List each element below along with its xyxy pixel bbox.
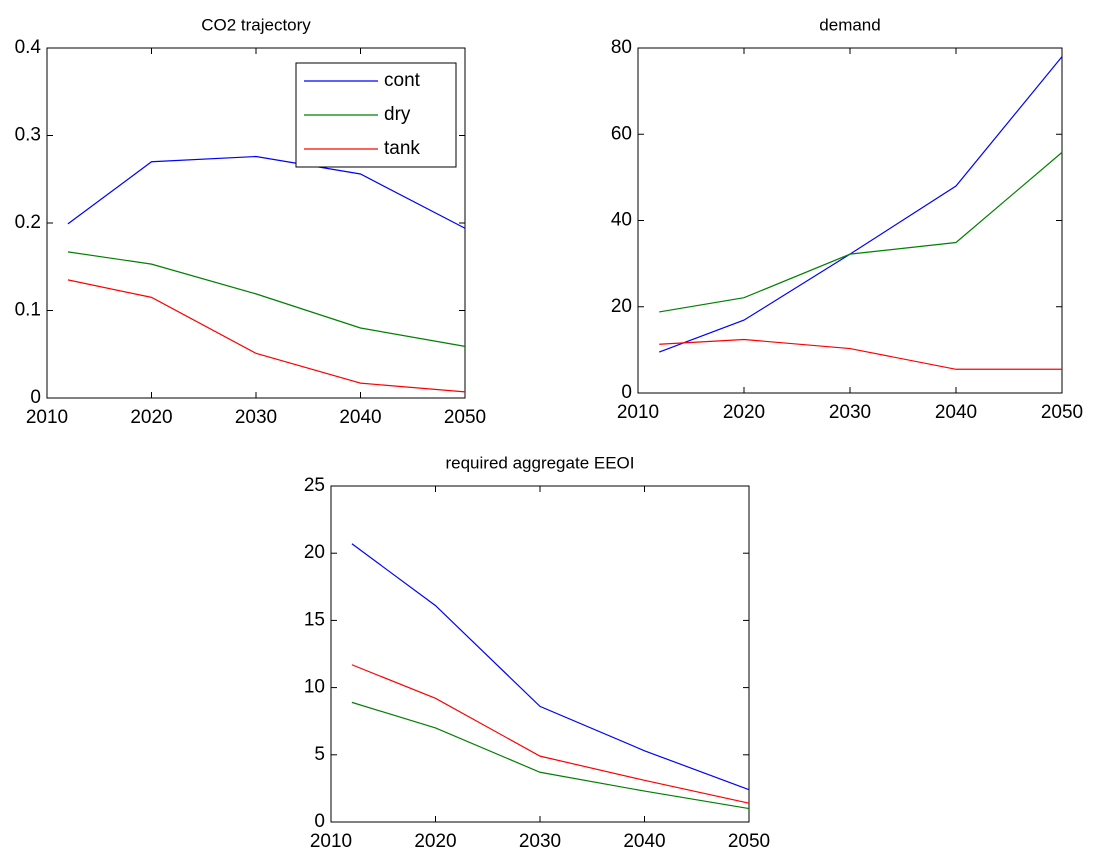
x-tick-label: 2010 xyxy=(617,402,659,423)
axes-box xyxy=(330,485,750,823)
chart-title: demand xyxy=(819,15,880,34)
x-tick-label: 2020 xyxy=(723,402,765,423)
y-tick-label: 0 xyxy=(30,387,41,408)
x-tick-label: 2030 xyxy=(235,407,277,428)
y-tick-label: 80 xyxy=(611,37,632,58)
y-tick-label: 10 xyxy=(304,677,325,698)
y-tick-label: 0.3 xyxy=(15,125,41,146)
x-tick-label: 2010 xyxy=(310,831,352,852)
axes-box xyxy=(637,47,1063,394)
y-tick-label: 60 xyxy=(611,123,632,144)
legend: cont dry tank xyxy=(295,62,457,168)
y-tick-label: 5 xyxy=(314,744,325,765)
x-tick-label: 2020 xyxy=(414,831,456,852)
chart-title: CO2 trajectory xyxy=(201,15,311,34)
y-tick-label: 0.1 xyxy=(15,300,41,321)
subplot: CO2 trajectory 2010 2020 2030 2040 2050 0 0.1 0.… xyxy=(15,15,487,428)
x-tick-label: 2040 xyxy=(339,407,381,428)
y-tick-label: 20 xyxy=(611,296,632,317)
y-tick-label: 40 xyxy=(611,210,632,231)
legend-label: dry xyxy=(384,104,411,125)
series-line xyxy=(67,279,466,393)
x-tick-label: 2050 xyxy=(728,831,770,852)
x-tick-label: 2020 xyxy=(130,407,172,428)
y-tick-label: 0 xyxy=(621,382,632,403)
y-tick-label: 20 xyxy=(304,542,325,563)
y-tick-label: 0.2 xyxy=(15,212,41,233)
legend-label: tank xyxy=(384,138,420,159)
series-line xyxy=(351,543,750,791)
chart-title: required aggregate EEOI xyxy=(445,453,634,472)
series-line xyxy=(67,155,466,229)
series-line xyxy=(351,701,750,810)
x-tick-label: 2050 xyxy=(444,407,486,428)
series-line xyxy=(67,251,466,347)
x-tick-label: 2050 xyxy=(1041,402,1083,423)
x-tick-label: 2030 xyxy=(829,402,871,423)
y-tick-label: 0 xyxy=(314,811,325,832)
series-line xyxy=(659,151,1063,313)
y-tick-label: 25 xyxy=(304,475,325,496)
x-tick-label: 2040 xyxy=(623,831,665,852)
x-tick-label: 2040 xyxy=(935,402,977,423)
x-tick-label: 2030 xyxy=(519,831,561,852)
series-line xyxy=(351,664,750,804)
series-line xyxy=(659,338,1062,370)
y-tick-label: 0.4 xyxy=(15,37,42,58)
legend-label: cont xyxy=(384,70,421,91)
y-tick-label: 15 xyxy=(304,609,325,630)
x-tick-label: 2010 xyxy=(26,407,68,428)
